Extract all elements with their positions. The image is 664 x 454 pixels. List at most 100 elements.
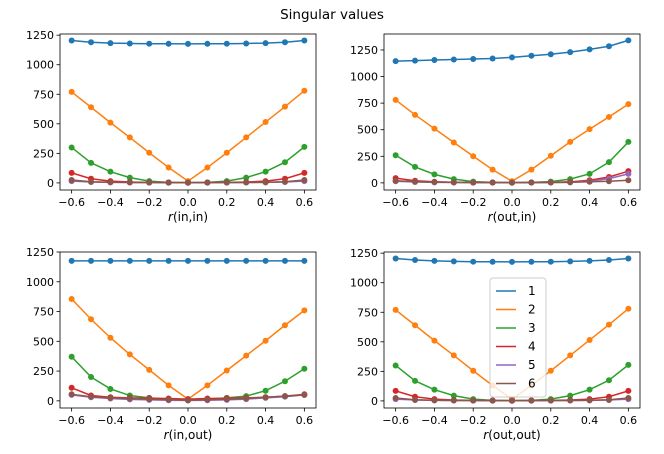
data-point [262, 119, 269, 126]
data-point [243, 40, 250, 47]
data-point [301, 169, 308, 176]
data-point [392, 177, 399, 184]
data-point [262, 168, 269, 175]
x-tick-label: 0.6 [296, 414, 314, 427]
data-point [625, 305, 632, 312]
data-point [68, 353, 75, 360]
data-point [509, 397, 515, 404]
series-2 [392, 96, 632, 185]
series-line [71, 298, 305, 400]
data-point [88, 257, 95, 264]
data-point [126, 174, 133, 181]
data-point [586, 337, 593, 344]
data-point [68, 384, 75, 391]
x-tick-label: −0.6 [58, 414, 85, 427]
x-tick-label: 0.2 [218, 414, 236, 427]
data-point [281, 322, 288, 329]
data-point [204, 257, 211, 264]
data-point [509, 54, 515, 61]
data-point [547, 179, 554, 186]
x-tick-label: 0.6 [620, 196, 638, 209]
data-point [165, 179, 172, 186]
data-point [586, 397, 593, 404]
data-point [412, 111, 419, 118]
x-tick-label: −0.2 [136, 196, 163, 209]
y-tick-label: 750 [33, 88, 54, 101]
data-point [431, 171, 438, 178]
data-point [450, 139, 457, 146]
x-tick-label: 0.2 [542, 196, 560, 209]
series-1 [68, 257, 308, 264]
data-point [281, 257, 288, 264]
data-point [204, 382, 211, 389]
data-point [204, 396, 211, 403]
data-point [605, 159, 612, 166]
data-point [223, 257, 230, 264]
data-point [281, 178, 288, 185]
data-point [281, 39, 288, 46]
data-point [470, 179, 477, 186]
data-point [243, 257, 250, 264]
data-point [489, 258, 496, 265]
series-2 [68, 296, 308, 403]
data-point [185, 397, 191, 404]
data-point [146, 179, 153, 186]
data-point [431, 57, 438, 64]
data-point [88, 316, 95, 323]
data-point [185, 257, 191, 264]
x-tick-label: 0.4 [257, 196, 275, 209]
data-point [625, 387, 632, 394]
data-point [301, 307, 308, 314]
data-point [223, 396, 230, 403]
data-point [243, 174, 250, 181]
data-point [165, 164, 172, 171]
data-point [146, 366, 153, 373]
data-point [489, 166, 496, 173]
data-point [605, 321, 612, 328]
x-tick-label: 0.6 [620, 414, 638, 427]
data-point [567, 397, 574, 404]
data-point [605, 257, 612, 264]
data-point [567, 49, 574, 56]
data-point [204, 40, 211, 47]
data-point [450, 258, 457, 265]
y-tick-label: 1250 [26, 246, 54, 259]
data-point [489, 55, 496, 62]
data-point [625, 101, 632, 108]
data-point [262, 40, 269, 47]
data-point [586, 257, 593, 264]
series-6 [68, 391, 308, 404]
y-tick-label: 250 [33, 147, 54, 160]
series-6 [68, 176, 308, 186]
x-axis-label: r(in,out) [164, 428, 213, 442]
series-line [71, 146, 305, 184]
data-point [262, 179, 269, 186]
x-tick-label: −0.4 [421, 414, 448, 427]
x-tick-label: −0.4 [421, 196, 448, 209]
data-point [301, 143, 308, 150]
data-point [281, 103, 288, 110]
legend-box [489, 277, 547, 398]
data-point [392, 362, 399, 369]
x-tick-label: −0.2 [460, 414, 487, 427]
data-point [185, 179, 191, 186]
data-point [88, 104, 95, 111]
data-point [68, 37, 75, 44]
figure-title: Singular values [280, 7, 384, 23]
data-point [126, 351, 133, 358]
data-point [412, 257, 419, 264]
data-point [528, 179, 535, 186]
data-point [146, 396, 153, 403]
x-tick-label: −0.6 [58, 196, 85, 209]
data-point [412, 377, 419, 384]
data-point [68, 144, 75, 151]
data-point [146, 40, 153, 47]
data-point [567, 258, 574, 265]
data-point [450, 392, 457, 399]
data-point [450, 352, 457, 359]
x-axis-label: r(out,out) [483, 428, 540, 442]
legend-label: 4 [528, 340, 536, 354]
series-line [71, 356, 305, 401]
data-point [509, 258, 515, 265]
